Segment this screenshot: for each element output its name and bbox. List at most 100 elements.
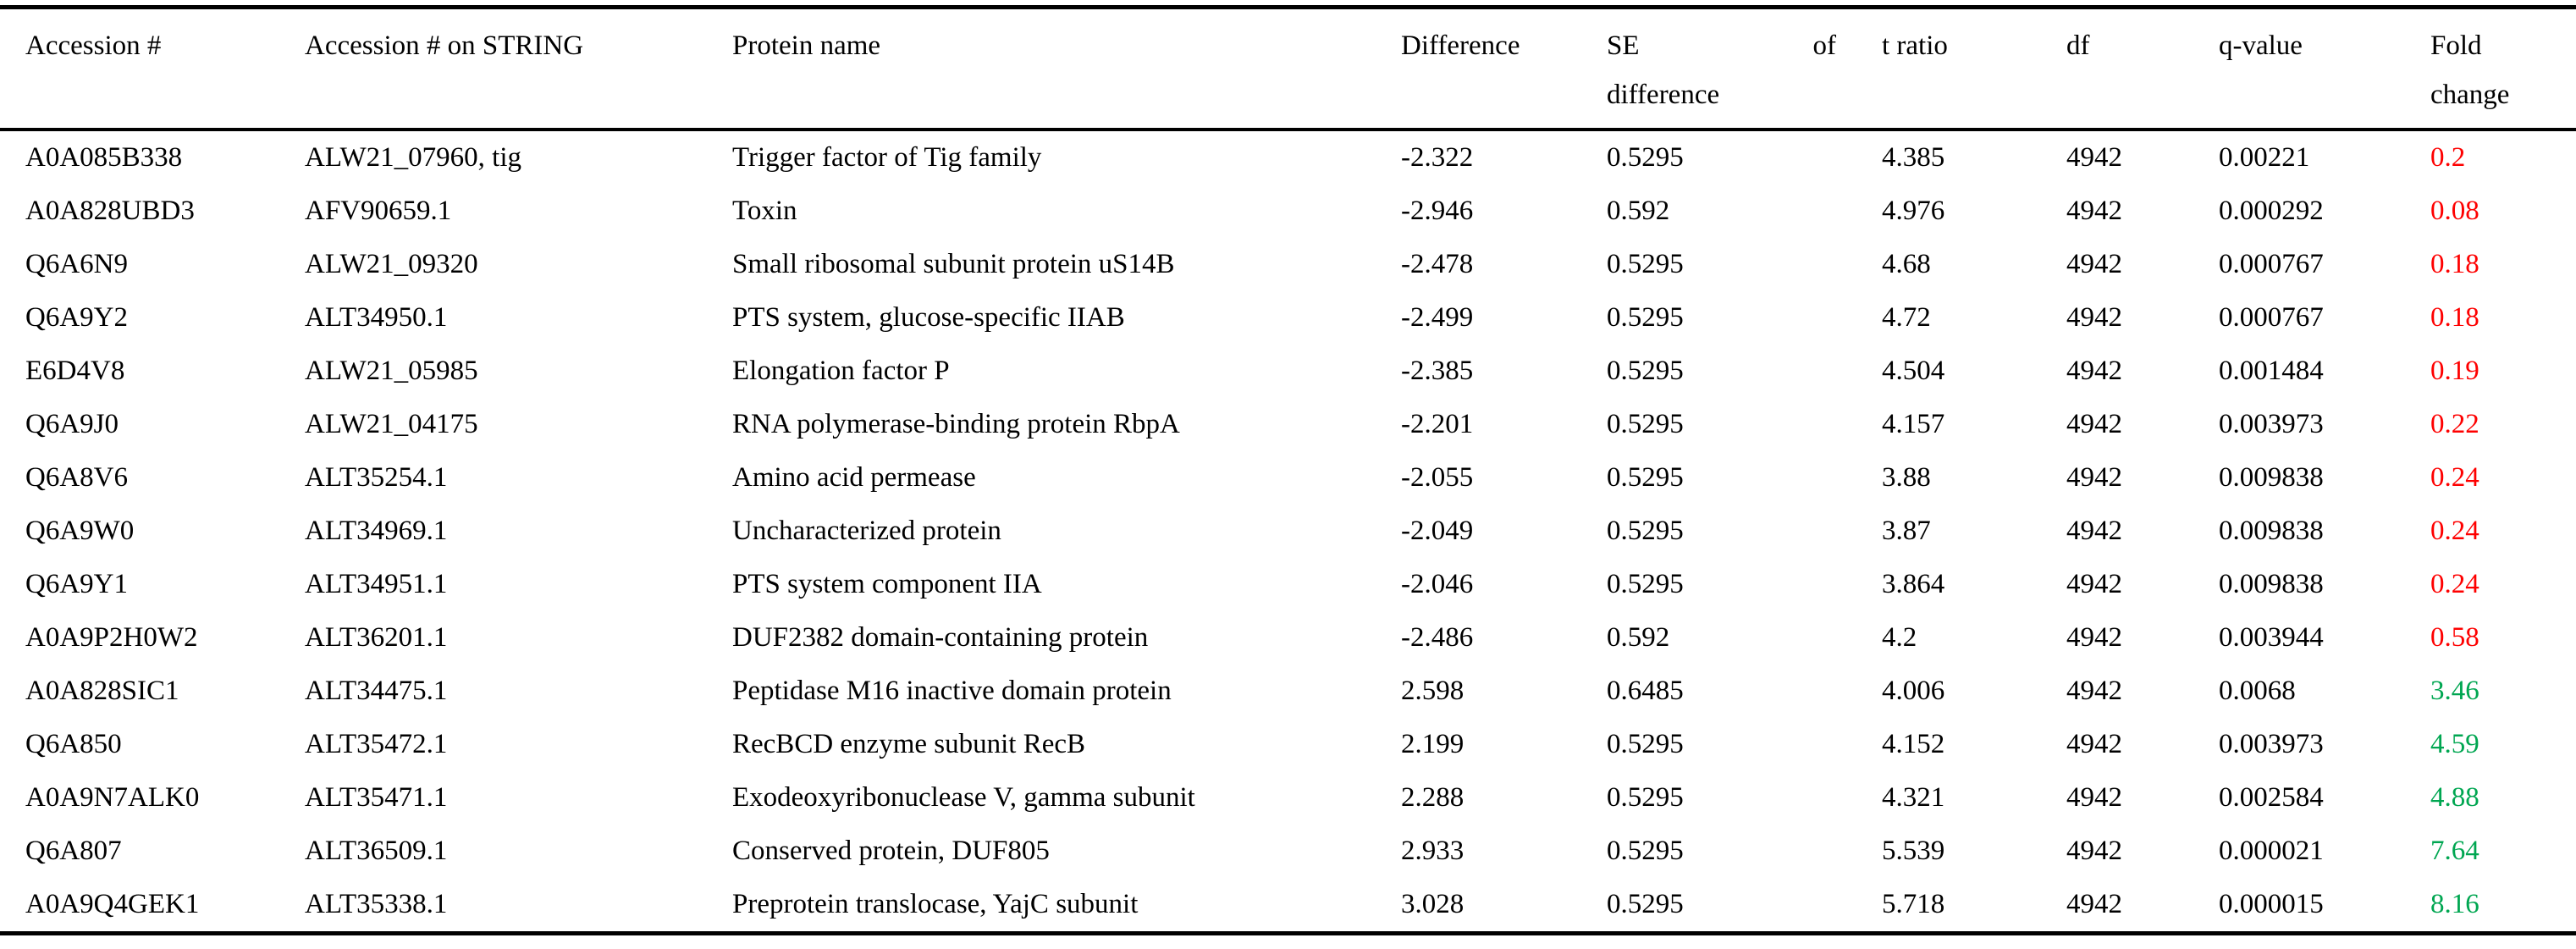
cell-fold-change: 3.46 <box>2430 676 2479 706</box>
cell-protein: Small ribosomal subunit protein uS14B <box>732 249 1175 279</box>
cell-se: 0.5295 <box>1607 889 1684 919</box>
protein-statistics-table: Accession # Accession # on STRING Protei… <box>0 5 2576 935</box>
cell-q-value: 0.009838 <box>2219 516 2324 546</box>
cell-df: 4942 <box>2066 782 2122 813</box>
cell-accession: Q6A807 <box>25 836 122 866</box>
cell-fold-change: 0.18 <box>2430 302 2479 333</box>
cell-difference: -2.385 <box>1401 356 1474 386</box>
cell-protein: Exodeoxyribonuclease V, gamma subunit <box>732 782 1195 813</box>
cell-fold-change: 8.16 <box>2430 889 2479 919</box>
cell-df: 4942 <box>2066 409 2122 439</box>
cell-q-value: 0.009838 <box>2219 462 2324 493</box>
col-header-se-of-difference: SE of difference <box>1581 7 1856 131</box>
cell-difference: 2.288 <box>1401 782 1465 813</box>
cell-df: 4942 <box>2066 249 2122 279</box>
cell-q-value: 0.000767 <box>2219 249 2324 279</box>
header-row: Accession # Accession # on STRING Protei… <box>0 7 2576 131</box>
cell-se: 0.5295 <box>1607 462 1684 493</box>
table-row: Q6A9W0 ALT34969.1 Uncharacterized protein -… <box>0 505 2576 558</box>
cell-se: 0.5295 <box>1607 569 1684 599</box>
cell-se: 0.592 <box>1607 622 1670 653</box>
cell-accession: Q6A850 <box>25 729 122 759</box>
cell-string-accession: ALT36201.1 <box>305 622 448 653</box>
cell-protein: Conserved protein, DUF805 <box>732 836 1050 866</box>
cell-protein: RecBCD enzyme subunit RecB <box>732 729 1086 759</box>
cell-fold-change: 0.18 <box>2430 249 2479 279</box>
table-row: Q6A6N9 ALW21_09320 Small ribosomal subunit… <box>0 238 2576 291</box>
table-row: Q6A807 ALT36509.1 Conserved protein, DUF80… <box>0 825 2576 878</box>
se-header-se: SE <box>1607 30 1640 61</box>
cell-df: 4942 <box>2066 889 2122 919</box>
cell-protein: Trigger factor of Tig family <box>732 142 1042 173</box>
col-header-protein-name: Protein name <box>707 7 1376 131</box>
cell-difference: -2.946 <box>1401 196 1474 226</box>
cell-fold-change: 7.64 <box>2430 836 2479 866</box>
cell-df: 4942 <box>2066 622 2122 653</box>
cell-t-ratio: 4.68 <box>1882 249 1931 279</box>
cell-string-accession: ALT34950.1 <box>305 302 448 333</box>
cell-difference: 2.598 <box>1401 676 1465 706</box>
cell-q-value: 0.003944 <box>2219 622 2324 653</box>
se-header-line2: difference <box>1607 80 1720 110</box>
cell-fold-change: 0.24 <box>2430 569 2479 599</box>
cell-accession: A0A9P2H0W2 <box>25 622 198 653</box>
cell-accession: A0A9N7ALK0 <box>25 782 200 813</box>
table-row: A0A9Q4GEK1 ALT35338.1 Preprotein transloca… <box>0 878 2576 934</box>
col-header-accession: Accession # <box>0 7 279 131</box>
cell-difference: 2.933 <box>1401 836 1465 866</box>
cell-string-accession: ALT35472.1 <box>305 729 448 759</box>
cell-df: 4942 <box>2066 302 2122 333</box>
se-header-of: of <box>1812 30 1837 61</box>
cell-se: 0.5295 <box>1607 516 1684 546</box>
col-header-q-value: q-value <box>2193 7 2405 131</box>
cell-df: 4942 <box>2066 142 2122 173</box>
col-header-difference: Difference <box>1376 7 1581 131</box>
cell-string-accession: ALT35254.1 <box>305 462 448 493</box>
cell-t-ratio: 4.321 <box>1882 782 1945 813</box>
cell-difference: -2.049 <box>1401 516 1474 546</box>
cell-accession: Q6A9W0 <box>25 516 135 546</box>
table-row: A0A085B338 ALW21_07960, tig Trigger factor… <box>0 130 2576 185</box>
cell-protein: DUF2382 domain-containing protein <box>732 622 1149 653</box>
table-row: Q6A850 ALT35472.1 RecBCD enzyme subunit Re… <box>0 718 2576 771</box>
cell-df: 4942 <box>2066 569 2122 599</box>
cell-se: 0.6485 <box>1607 676 1684 706</box>
cell-t-ratio: 5.718 <box>1882 889 1945 919</box>
cell-q-value: 0.009838 <box>2219 569 2324 599</box>
cell-accession: Q6A8V6 <box>25 462 128 493</box>
cell-df: 4942 <box>2066 462 2122 493</box>
cell-fold-change: 0.58 <box>2430 622 2479 653</box>
se-header-line1: SE of <box>1607 21 1856 70</box>
cell-string-accession: AFV90659.1 <box>305 196 452 226</box>
cell-t-ratio: 4.504 <box>1882 356 1945 386</box>
cell-string-accession: ALW21_07960, tig <box>305 142 522 173</box>
cell-string-accession: ALT36509.1 <box>305 836 448 866</box>
cell-string-accession: ALW21_05985 <box>305 356 478 386</box>
cell-protein: RNA polymerase-binding protein RbpA <box>732 409 1180 439</box>
cell-se: 0.5295 <box>1607 356 1684 386</box>
cell-q-value: 0.000015 <box>2219 889 2324 919</box>
cell-protein: Amino acid permease <box>732 462 976 493</box>
cell-difference: -2.322 <box>1401 142 1474 173</box>
cell-q-value: 0.002584 <box>2219 782 2324 813</box>
cell-q-value: 0.000021 <box>2219 836 2324 866</box>
cell-q-value: 0.000292 <box>2219 196 2324 226</box>
cell-df: 4942 <box>2066 196 2122 226</box>
table-row: A0A828SIC1 ALT34475.1 Peptidase M16 inacti… <box>0 665 2576 718</box>
cell-protein: Preprotein translocase, YajC subunit <box>732 889 1139 919</box>
cell-difference: -2.478 <box>1401 249 1474 279</box>
fold-header-line1: Fold <box>2430 30 2482 61</box>
cell-t-ratio: 3.864 <box>1882 569 1945 599</box>
cell-t-ratio: 4.157 <box>1882 409 1945 439</box>
table-row: Q6A8V6 ALT35254.1 Amino acid permease -2.05… <box>0 451 2576 505</box>
cell-protein: PTS system component IIA <box>732 569 1042 599</box>
table-row: A0A9P2H0W2 ALT36201.1 DUF2382 domain-conta… <box>0 611 2576 665</box>
cell-difference: -2.046 <box>1401 569 1474 599</box>
cell-se: 0.5295 <box>1607 729 1684 759</box>
cell-q-value: 0.003973 <box>2219 409 2324 439</box>
cell-string-accession: ALT35338.1 <box>305 889 448 919</box>
cell-se: 0.5295 <box>1607 302 1684 333</box>
cell-string-accession: ALT34969.1 <box>305 516 448 546</box>
cell-t-ratio: 3.87 <box>1882 516 1931 546</box>
cell-accession: Q6A9Y1 <box>25 569 128 599</box>
